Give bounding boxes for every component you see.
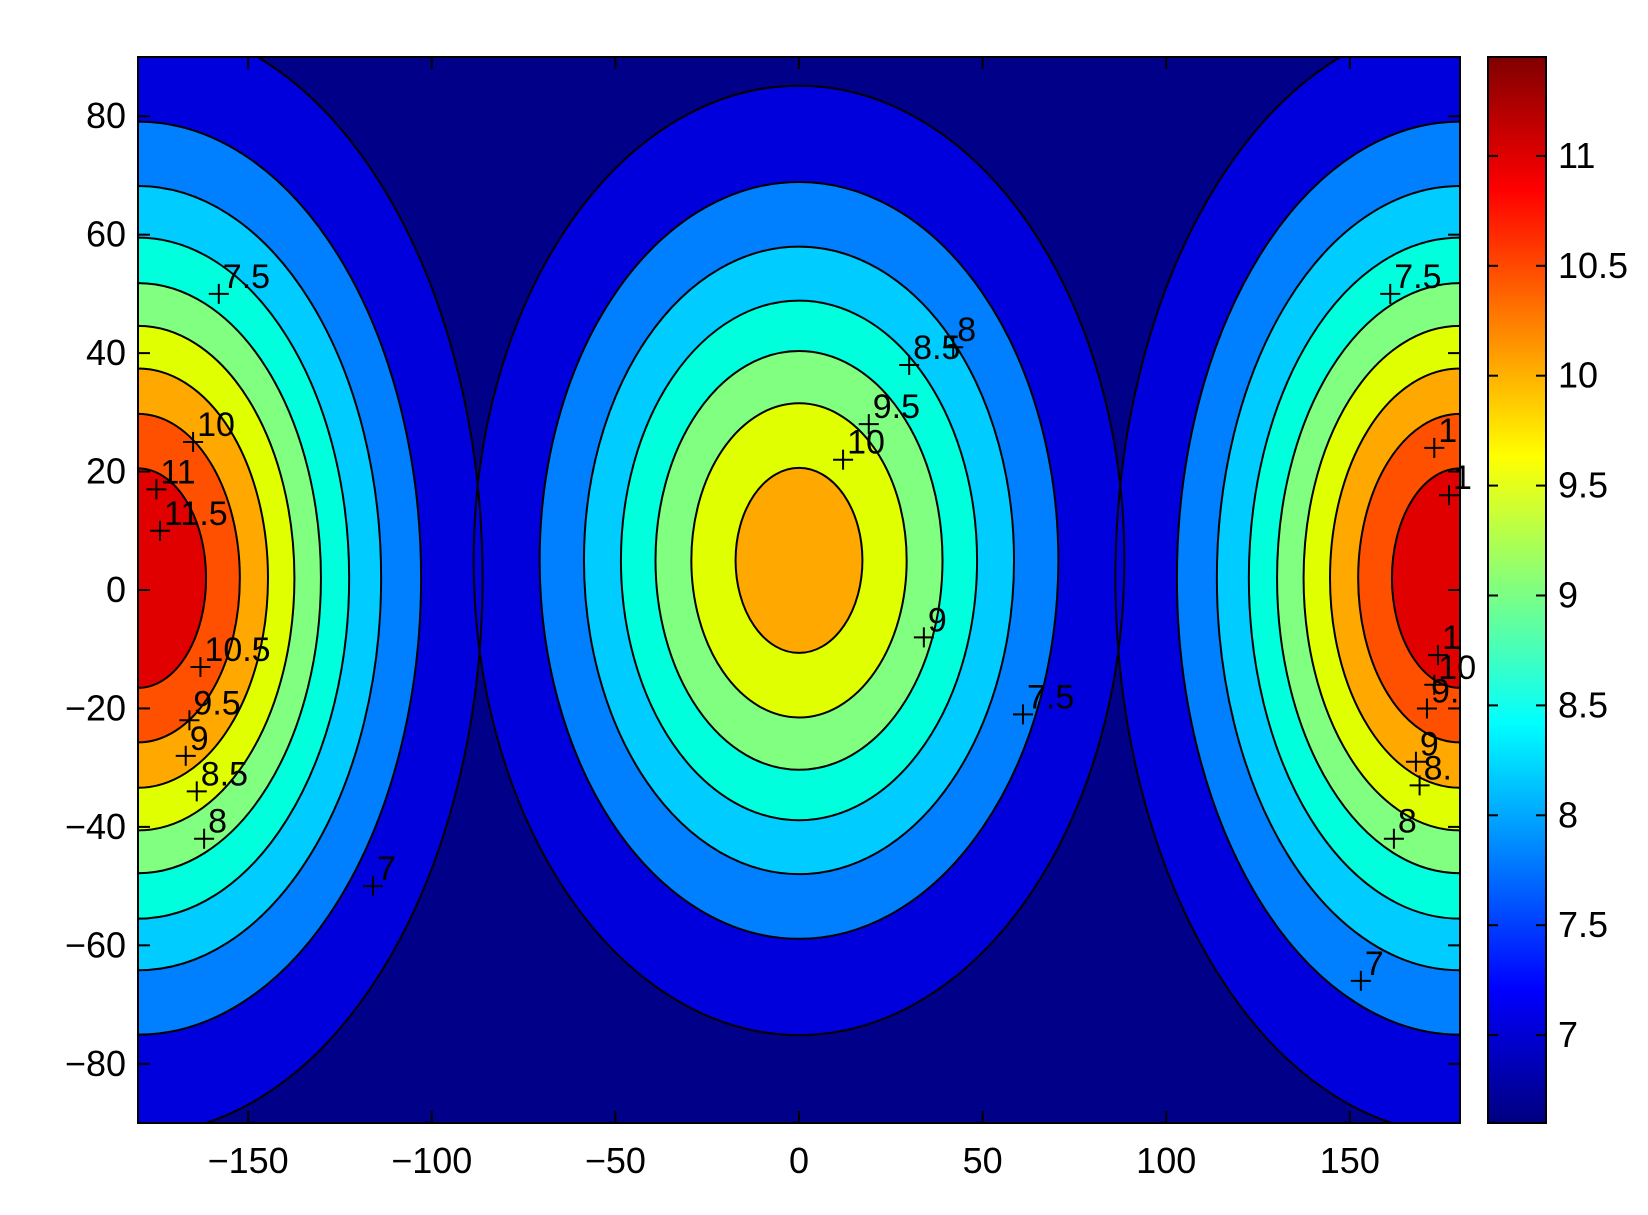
contour-line-9-2 bbox=[654, 349, 944, 771]
contour-label: 9. bbox=[1431, 672, 1459, 710]
y-tick-label: −20 bbox=[65, 687, 126, 728]
contour-line-11-0 bbox=[138, 467, 208, 689]
y-tick-label: 20 bbox=[86, 451, 126, 492]
colorbar-tick-label: 9.5 bbox=[1558, 465, 1608, 506]
contour-line-9.5-0 bbox=[138, 324, 296, 832]
contour-label: 10 bbox=[1438, 649, 1476, 687]
contour-line-8-1 bbox=[1215, 185, 1460, 972]
contour-band-11-0 bbox=[138, 468, 207, 688]
contour-label: 11 bbox=[160, 453, 195, 491]
contour-label: 8 bbox=[957, 311, 976, 349]
contour-label: 9.5 bbox=[193, 684, 240, 722]
contour-line-9.5-1 bbox=[1302, 324, 1460, 832]
contour-line-7-1 bbox=[1114, 57, 1397, 1123]
contour-label: 7 bbox=[377, 850, 396, 888]
contour-line-10-2 bbox=[734, 466, 864, 654]
contour-fill-layer bbox=[138, 57, 1460, 1123]
contour-line-7.5-2 bbox=[538, 180, 1060, 940]
contour-line-7.5-0 bbox=[138, 120, 422, 1036]
contour-line-9-0 bbox=[138, 282, 322, 875]
contour-label: 10 bbox=[847, 424, 885, 462]
colorbar-gradient bbox=[1488, 57, 1546, 1123]
contour-label: 9.5 bbox=[873, 388, 920, 426]
colorbar-tick-label: 9 bbox=[1558, 574, 1578, 615]
y-axis: 80 60 40 20 0 −20 −40 −60 −80 bbox=[65, 95, 1460, 1084]
contour-label: 7.5 bbox=[1027, 678, 1074, 716]
contour-line-9-1 bbox=[1276, 282, 1460, 875]
contour-line-10.5-1 bbox=[1357, 412, 1460, 744]
contour-label: 1 bbox=[1442, 619, 1461, 657]
colorbar-tick-label: 7.5 bbox=[1558, 904, 1608, 945]
contour-band-10-2 bbox=[735, 467, 863, 653]
y-tick-label: 40 bbox=[86, 332, 126, 373]
contour-line-11-1 bbox=[1390, 467, 1460, 689]
contour-line-8-0 bbox=[138, 185, 383, 972]
y-tick-label: −40 bbox=[65, 806, 126, 847]
y-tick-label: 0 bbox=[106, 569, 126, 610]
x-axis: −150 −100 −50 0 50 100 150 bbox=[208, 57, 1380, 1181]
y-tick-label: 80 bbox=[86, 95, 126, 136]
contour-line-9.5-2 bbox=[690, 402, 908, 719]
contour-line-7.5-1 bbox=[1176, 120, 1460, 1036]
contour-label: 10 bbox=[197, 406, 235, 444]
contour-label: 1 bbox=[1453, 459, 1472, 497]
x-tick-label: −50 bbox=[585, 1140, 646, 1181]
colorbar-tick-label: 11 bbox=[1558, 135, 1595, 176]
x-tick-label: 100 bbox=[1136, 1140, 1196, 1181]
contour-line-8-2 bbox=[582, 245, 1016, 876]
contour-label: 7 bbox=[1365, 945, 1384, 983]
contour-label: 8 bbox=[208, 803, 227, 841]
contour-label: 8. bbox=[1424, 749, 1452, 787]
contour-band-11-1 bbox=[1391, 468, 1460, 688]
contour-label: 1 bbox=[1438, 412, 1457, 450]
contour-line-10-0 bbox=[138, 367, 269, 789]
contour-line-layer bbox=[138, 57, 1460, 1123]
contour-label-layer: 7.5101111.510.59.598.5878.589.51097.57.5… bbox=[146, 258, 1476, 991]
contour-label: 9 bbox=[190, 720, 209, 758]
contour-label: 8.5 bbox=[201, 755, 248, 793]
colorbar-tick-label: 8 bbox=[1558, 794, 1578, 835]
x-tick-label: −150 bbox=[208, 1140, 289, 1181]
contour-line-8.5-1 bbox=[1247, 236, 1460, 920]
contour-line-8.5-0 bbox=[138, 236, 351, 920]
y-tick-label: −60 bbox=[65, 924, 126, 965]
contour-label: 9 bbox=[1420, 726, 1439, 764]
contour-label: 9 bbox=[928, 601, 947, 639]
colorbar-tick-label: 7 bbox=[1558, 1014, 1578, 1055]
contour-line-7-2 bbox=[472, 84, 1126, 1037]
colorbar-fill bbox=[1488, 57, 1546, 1123]
contour-label: 10.5 bbox=[204, 631, 270, 669]
plot-area: 7.5101111.510.59.598.5878.589.51097.57.5… bbox=[137, 56, 1476, 1124]
colorbar-tick-label: 10.5 bbox=[1558, 245, 1628, 286]
colorbar-tick-label: 10 bbox=[1558, 355, 1598, 396]
x-tick-label: 0 bbox=[789, 1140, 809, 1181]
colorbar-frame bbox=[1487, 56, 1547, 1124]
contour-line-7-0 bbox=[201, 57, 484, 1123]
y-tick-label: 60 bbox=[86, 214, 126, 255]
colorbar-tick-label: 8.5 bbox=[1558, 684, 1608, 725]
contour-line-10.5-0 bbox=[138, 412, 241, 744]
x-tick-label: 50 bbox=[963, 1140, 1003, 1181]
x-tick-label: 150 bbox=[1320, 1140, 1380, 1181]
contour-label: 8 bbox=[1398, 803, 1417, 841]
contour-label: 7.5 bbox=[1394, 258, 1441, 296]
colorbar: 7 7.5 8 8.5 9 9.5 10 10.5 11 bbox=[1487, 56, 1628, 1124]
contour-label: 11.5 bbox=[164, 495, 228, 533]
contour-label: 7.5 bbox=[223, 258, 270, 296]
y-tick-label: −80 bbox=[65, 1043, 126, 1084]
colorbar-ticks: 7 7.5 8 8.5 9 9.5 10 10.5 11 bbox=[1488, 135, 1628, 1055]
x-tick-label: −100 bbox=[391, 1140, 472, 1181]
contour-line-8.5-2 bbox=[619, 299, 979, 822]
